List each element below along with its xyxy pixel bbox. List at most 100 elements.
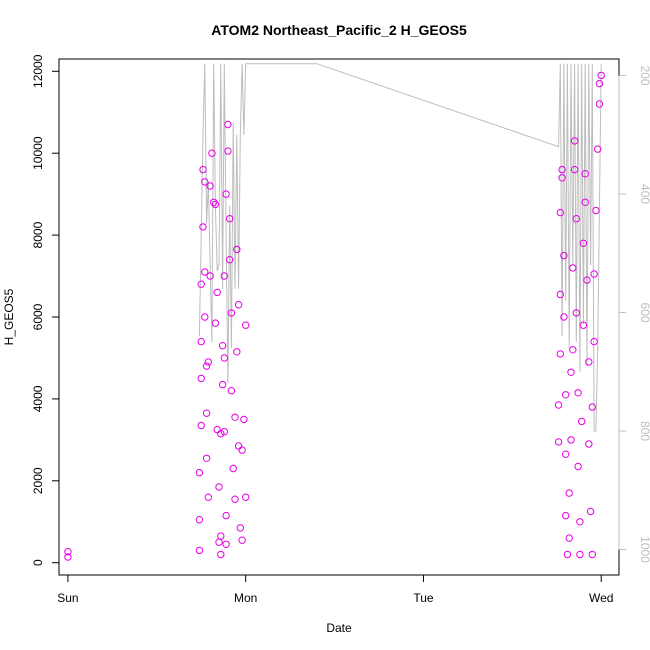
data-point xyxy=(242,321,250,329)
data-point xyxy=(208,149,216,157)
data-point xyxy=(234,301,243,309)
data-point xyxy=(210,198,218,207)
data-point xyxy=(562,450,570,458)
data-point xyxy=(581,170,589,178)
data-point xyxy=(199,165,207,174)
y-axis: 0 2000 4000 6000 8000 10000 12000 xyxy=(31,54,60,566)
data-point xyxy=(217,430,225,438)
data-point xyxy=(567,436,575,444)
x-axis: Sun Mon Tue Wed xyxy=(57,574,613,605)
data-point xyxy=(222,511,230,520)
data-point xyxy=(562,391,570,399)
data-point xyxy=(569,264,577,272)
pressure-line xyxy=(198,63,602,432)
data-point xyxy=(590,270,598,278)
data-point xyxy=(217,532,225,540)
pressure-line-series xyxy=(198,63,602,432)
x-tick-label: Wed xyxy=(589,591,613,605)
h-geos5-series xyxy=(64,71,605,561)
x-tick-label: Mon xyxy=(234,591,257,605)
secondary-y-tick-label: 400 xyxy=(638,184,650,204)
data-point xyxy=(236,524,245,532)
data-point xyxy=(215,483,223,491)
secondary-y-tick-label: 200 xyxy=(638,66,650,86)
data-point xyxy=(197,337,205,346)
data-point xyxy=(585,358,593,366)
data-point xyxy=(227,309,236,317)
data-point xyxy=(595,79,604,88)
data-point xyxy=(574,389,582,397)
data-point xyxy=(572,215,580,223)
data-point xyxy=(576,518,584,526)
data-point xyxy=(562,511,570,520)
y-tick-label: 10000 xyxy=(31,136,45,170)
data-point xyxy=(195,468,204,477)
data-point xyxy=(226,256,234,264)
data-point xyxy=(211,319,220,327)
y-tick-label: 8000 xyxy=(31,221,45,248)
x-axis-label: Date xyxy=(326,621,352,635)
data-point xyxy=(583,276,591,284)
data-point xyxy=(218,342,227,350)
data-point xyxy=(234,442,243,450)
data-point xyxy=(213,425,221,434)
data-point xyxy=(231,495,239,503)
data-point xyxy=(560,251,568,260)
data-point xyxy=(240,415,248,424)
data-point xyxy=(64,553,72,561)
data-point xyxy=(195,546,204,555)
data-point xyxy=(558,165,566,174)
y-tick-label: 12000 xyxy=(31,54,45,88)
data-point xyxy=(556,208,564,217)
data-point xyxy=(224,147,232,155)
data-point xyxy=(581,198,589,207)
data-point xyxy=(569,346,577,354)
data-point xyxy=(197,374,205,383)
data-point xyxy=(554,401,563,409)
data-point xyxy=(242,493,250,501)
data-point xyxy=(201,178,209,186)
data-point xyxy=(590,337,598,346)
data-point xyxy=(554,438,563,446)
data-point xyxy=(201,268,209,276)
y-tick-label: 0 xyxy=(31,559,45,566)
data-point xyxy=(231,413,239,421)
data-point xyxy=(195,516,204,524)
data-point xyxy=(556,350,564,358)
x-tick-label: Sun xyxy=(57,591,78,605)
data-point xyxy=(226,215,234,223)
data-point xyxy=(578,417,586,426)
data-point xyxy=(227,387,236,395)
data-point xyxy=(218,380,227,389)
data-point xyxy=(567,368,575,376)
data-point xyxy=(64,548,72,556)
data-point xyxy=(579,321,588,329)
data-point xyxy=(579,239,588,248)
data-point xyxy=(574,462,582,471)
data-point xyxy=(211,200,220,209)
data-point xyxy=(217,550,225,559)
data-point xyxy=(213,288,221,297)
data-point xyxy=(588,403,596,411)
data-point xyxy=(570,137,579,145)
data-point xyxy=(238,536,246,544)
data-point xyxy=(224,120,232,129)
data-point xyxy=(222,540,230,548)
data-point xyxy=(597,71,605,80)
data-point xyxy=(556,290,564,299)
data-point xyxy=(197,421,205,430)
data-point xyxy=(565,534,573,542)
data-point xyxy=(204,358,213,366)
data-point xyxy=(197,280,205,288)
data-point xyxy=(565,489,573,497)
data-point xyxy=(202,362,211,370)
data-point xyxy=(592,206,600,215)
data-point xyxy=(204,493,213,501)
data-point xyxy=(215,538,223,546)
data-point xyxy=(199,223,207,231)
chart-title: ATOM2 Northeast_Pacific_2 H_GEOS5 xyxy=(211,22,467,38)
data-point xyxy=(222,190,230,198)
secondary-y-tick-label: 600 xyxy=(638,303,650,323)
secondary-y-tick-label: 800 xyxy=(638,421,650,441)
